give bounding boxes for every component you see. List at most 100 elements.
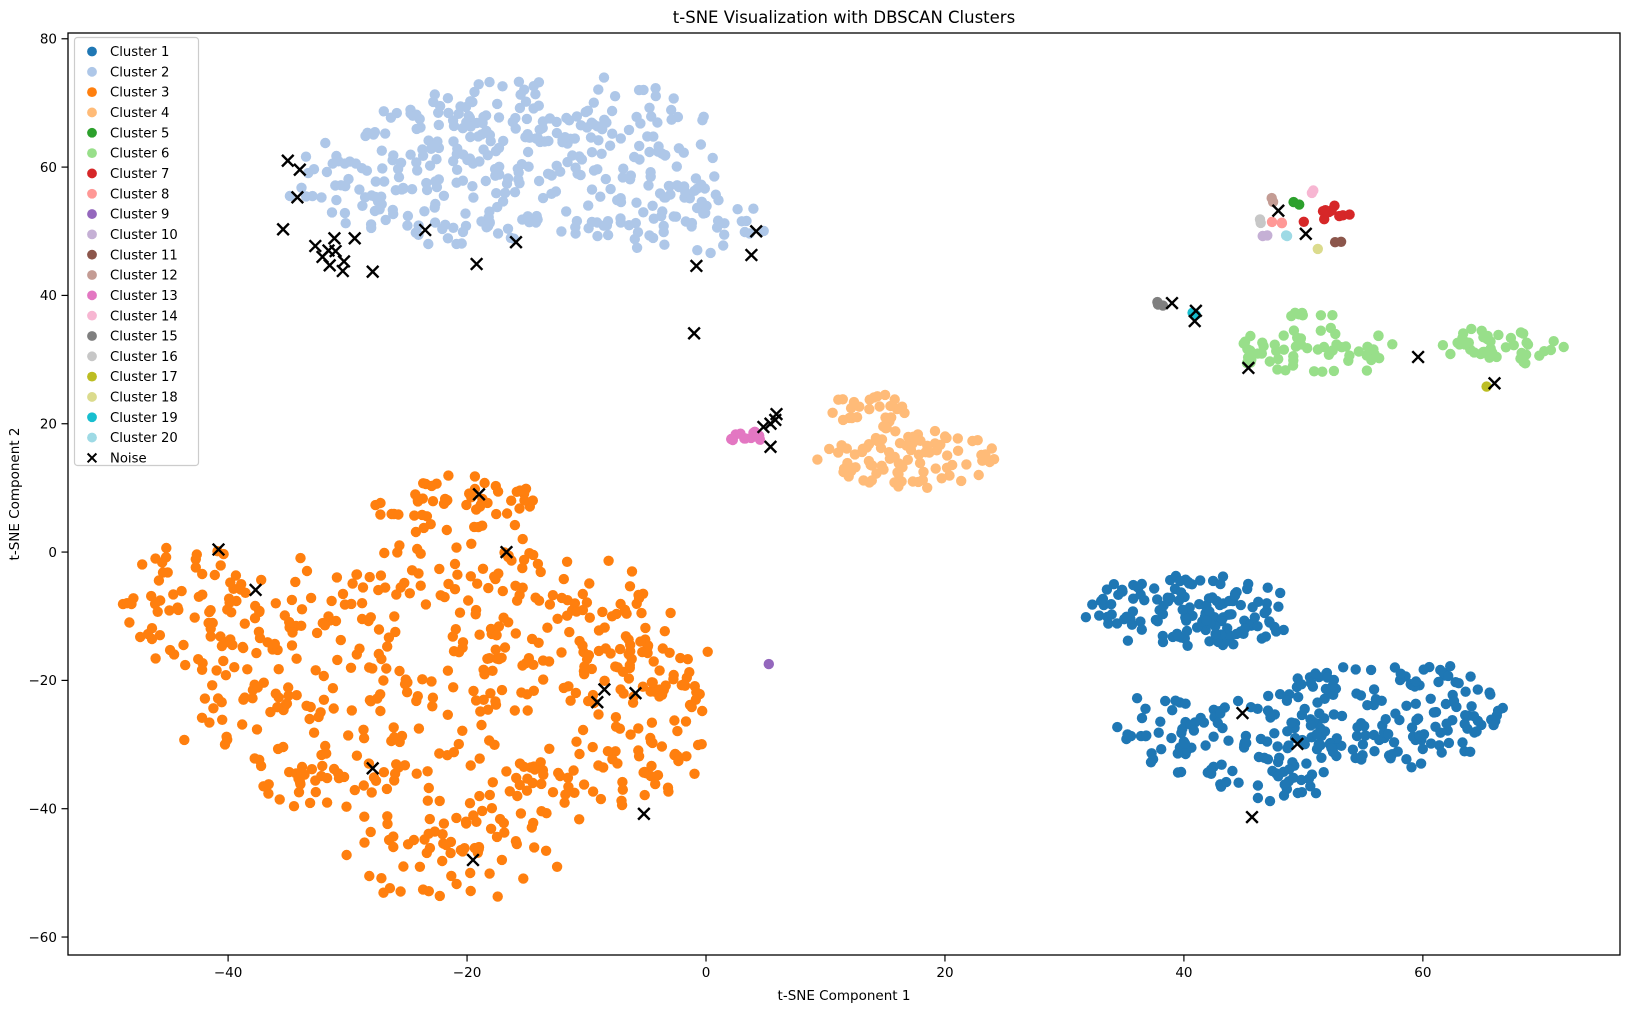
data-point [427,496,439,507]
data-point [668,669,679,681]
data-point [499,642,511,653]
data-point [1401,754,1412,765]
data-point [556,592,567,604]
data-point [223,593,235,604]
data-point [364,870,375,882]
legend-marker-dot [87,168,97,179]
data-point [402,677,413,688]
data-point [1516,347,1527,359]
noise-x-marker [687,326,701,340]
cluster-points-13 [726,426,766,446]
data-point [489,163,501,175]
data-point [1312,697,1323,708]
data-point [527,495,538,506]
data-point [332,768,344,779]
data-point [593,709,604,720]
data-point [235,584,246,595]
data-point [1274,689,1286,700]
data-point [621,608,632,619]
noise-x-marker [590,695,604,709]
data-point [532,558,544,570]
noise-x-marker [469,257,484,271]
data-point [1296,787,1308,798]
data-point [936,473,947,484]
data-point [646,717,658,728]
plot-border [67,32,1621,956]
data-point [986,443,997,454]
data-point [1229,590,1241,601]
data-point [1331,733,1343,744]
data-point [1215,578,1226,590]
data-point [315,707,326,718]
legend-entry-label: Cluster 10 [110,228,178,243]
x-axis-label: t-SNE Component 1 [778,988,911,1004]
data-point [646,111,657,122]
data-point [1317,366,1328,377]
data-point [1492,705,1504,716]
data-point [121,598,133,609]
data-point [1279,779,1290,790]
data-point [358,724,369,735]
noise-x-marker [744,248,759,262]
data-point [1335,236,1347,247]
data-point [212,693,224,704]
data-point [1262,582,1273,593]
cluster-points-4 [812,389,1000,493]
data-point [485,823,497,834]
noise-x-marker [1235,706,1250,720]
data-point [239,618,250,629]
data-point [1256,348,1268,359]
data-point [1472,684,1484,695]
data-point [351,750,363,761]
data-point [1465,671,1476,682]
data-point [883,447,895,458]
data-point [536,806,547,817]
data-point [577,724,589,736]
data-point [587,689,599,701]
data-point [681,751,692,762]
data-point [690,173,702,184]
data-point [320,137,331,149]
data-point [1243,578,1254,590]
legend-entry: Cluster 19 [87,411,178,426]
data-point [463,110,474,122]
data-point [1311,729,1322,740]
data-point [586,663,597,675]
noise-x-marker [1487,376,1502,390]
data-point [1545,344,1557,356]
noise-x-marker [336,264,350,278]
data-point [288,801,300,812]
data-point [501,508,513,519]
data-point [1410,698,1422,709]
data-point [640,622,651,634]
legend-entry-label: Cluster 14 [110,309,178,324]
data-point [616,795,627,806]
data-point [1149,583,1160,594]
data-point [356,598,368,609]
data-point [341,849,352,861]
legend-marker-dot [87,249,97,260]
data-point [1140,703,1151,714]
y-tick-label: 80 [40,32,57,48]
data-point [398,861,409,872]
data-point [1475,348,1486,360]
data-point [562,772,574,783]
data-point [843,471,854,482]
data-point [335,634,346,646]
data-point [654,665,665,676]
data-point [1275,587,1286,599]
data-point [1280,230,1292,241]
data-point [1315,740,1326,751]
data-point [617,172,628,183]
data-point [237,719,248,730]
data-point [496,652,507,663]
legend-entry: Cluster 4 [87,106,169,121]
data-point [417,884,429,895]
data-point [1201,615,1212,626]
data-point [1204,636,1215,647]
data-point [517,562,528,574]
data-point [583,223,594,234]
data-point [644,102,655,114]
data-point [1296,679,1307,690]
